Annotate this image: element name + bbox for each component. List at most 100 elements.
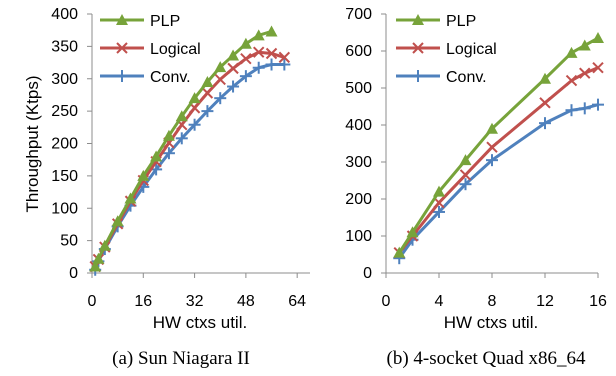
data-point-logical <box>252 46 265 58</box>
x-tick-label: 12 <box>536 293 554 310</box>
y-tick-label: 600 <box>345 43 372 60</box>
x-tick-label: 8 <box>488 293 497 310</box>
data-point-logical <box>240 52 252 65</box>
data-point-plp <box>111 215 124 227</box>
legend-marker <box>412 70 424 82</box>
legend-label: Logical <box>150 41 201 58</box>
data-point-logical <box>486 141 498 153</box>
data-point-logical <box>227 62 239 75</box>
x-axis-title: HW ctxs util. <box>444 313 538 332</box>
data-point-plp <box>239 37 252 49</box>
data-point-conv <box>578 102 591 115</box>
legend-item-plp: PLP <box>396 13 476 30</box>
data-point-plp <box>393 246 406 258</box>
legend-marker <box>116 14 128 25</box>
data-point-plp <box>124 192 137 204</box>
legend-marker <box>412 14 424 25</box>
y-tick-label: 300 <box>51 71 78 88</box>
x-tick-label: 16 <box>134 293 152 310</box>
data-point-conv <box>188 118 201 131</box>
data-point-plp <box>578 39 591 51</box>
data-point-plp <box>214 61 227 73</box>
data-point-logical <box>459 169 472 181</box>
legend-label: PLP <box>150 13 180 30</box>
x-tick-label: 4 <box>435 293 444 310</box>
plot-area <box>393 32 604 265</box>
data-point-logical <box>214 73 226 86</box>
data-point-plp <box>98 239 111 251</box>
legend-marker <box>412 42 424 54</box>
y-tick-label: 50 <box>60 233 78 250</box>
data-point-plp <box>486 122 498 134</box>
legend-marker <box>116 70 128 82</box>
data-point-logical <box>592 61 604 74</box>
legend-label: Conv. <box>446 69 487 86</box>
data-point-plp <box>433 185 445 197</box>
legend-label: PLP <box>446 13 476 30</box>
y-tick-label: 100 <box>345 228 372 245</box>
data-point-conv <box>252 61 265 74</box>
data-point-plp <box>201 75 214 87</box>
y-tick-label: 400 <box>51 6 78 23</box>
data-point-conv <box>486 154 498 167</box>
data-point-plp <box>150 150 163 162</box>
data-point-conv <box>201 105 214 118</box>
data-point-conv <box>265 58 278 71</box>
data-point-plp <box>175 110 188 122</box>
plot-area <box>89 25 291 276</box>
y-tick-label: 700 <box>345 6 372 23</box>
legend-label: Logical <box>446 41 497 58</box>
series-line-logical <box>398 66 599 254</box>
data-point-conv <box>433 205 445 218</box>
x-tick-label: 48 <box>237 293 255 310</box>
data-point-logical <box>565 74 578 87</box>
legend: PLP Logical Conv. <box>100 13 201 86</box>
y-axis-title: Throughput (Ktps) <box>23 75 42 212</box>
caption-b: (b) 4-socket Quad x86_64 <box>387 348 586 369</box>
chart-sun-niagara: 0 50 100 150 200 250 300 350 400 0 16 32 48 64 PLP Lo… <box>23 6 310 369</box>
y-tick-label: 250 <box>51 103 78 120</box>
data-point-plp <box>565 46 578 58</box>
series-line-conv <box>93 63 285 271</box>
data-point-conv <box>227 80 240 93</box>
y-tick-label: 400 <box>345 117 372 134</box>
y-tick-label: 200 <box>51 136 78 153</box>
data-point-plp <box>227 49 240 61</box>
data-point-plp <box>162 129 175 141</box>
data-point-conv <box>539 117 551 130</box>
x-tick-label: 16 <box>589 293 607 310</box>
data-point-plp <box>188 92 201 104</box>
y-tick-label: 500 <box>345 80 372 97</box>
y-ticks: 0 50 100 150 200 250 300 350 400 <box>51 6 92 282</box>
x-tick-label: 0 <box>382 293 391 310</box>
legend-item-plp: PLP <box>100 13 180 30</box>
data-point-plp <box>265 25 278 37</box>
y-tick-label: 300 <box>345 154 372 171</box>
x-tick-label: 32 <box>186 293 204 310</box>
data-point-plp <box>89 260 102 272</box>
data-point-conv <box>459 178 472 191</box>
data-point-conv <box>592 98 604 111</box>
data-point-logical <box>579 67 591 79</box>
y-tick-label: 350 <box>51 38 78 55</box>
legend-item-conv: Conv. <box>396 69 487 86</box>
x-tick-label: 0 <box>88 293 97 310</box>
legend-marker <box>116 42 128 54</box>
data-point-conv <box>239 70 252 83</box>
data-point-conv <box>162 147 175 160</box>
y-tick-label: 0 <box>363 265 372 282</box>
data-point-logical <box>278 51 291 64</box>
legend-label: Conv. <box>150 69 191 86</box>
data-point-conv <box>278 58 291 71</box>
data-point-logical <box>539 97 551 109</box>
x-ticks: 0 4 8 12 16 <box>382 273 607 310</box>
y-tick-label: 150 <box>51 168 78 185</box>
legend: PLP Logical Conv. <box>396 13 497 86</box>
data-point-conv <box>175 132 188 145</box>
chart-quad-x86: 0 100 200 300 400 500 600 700 0 4 8 12 16 PLP Logica… <box>345 6 607 369</box>
y-tick-label: 100 <box>51 200 78 217</box>
series-line-plp <box>93 30 272 268</box>
data-point-plp <box>92 252 105 264</box>
caption-a: (a) Sun Niagara II <box>112 348 250 369</box>
y-ticks: 0 100 200 300 400 500 600 700 <box>345 6 386 282</box>
